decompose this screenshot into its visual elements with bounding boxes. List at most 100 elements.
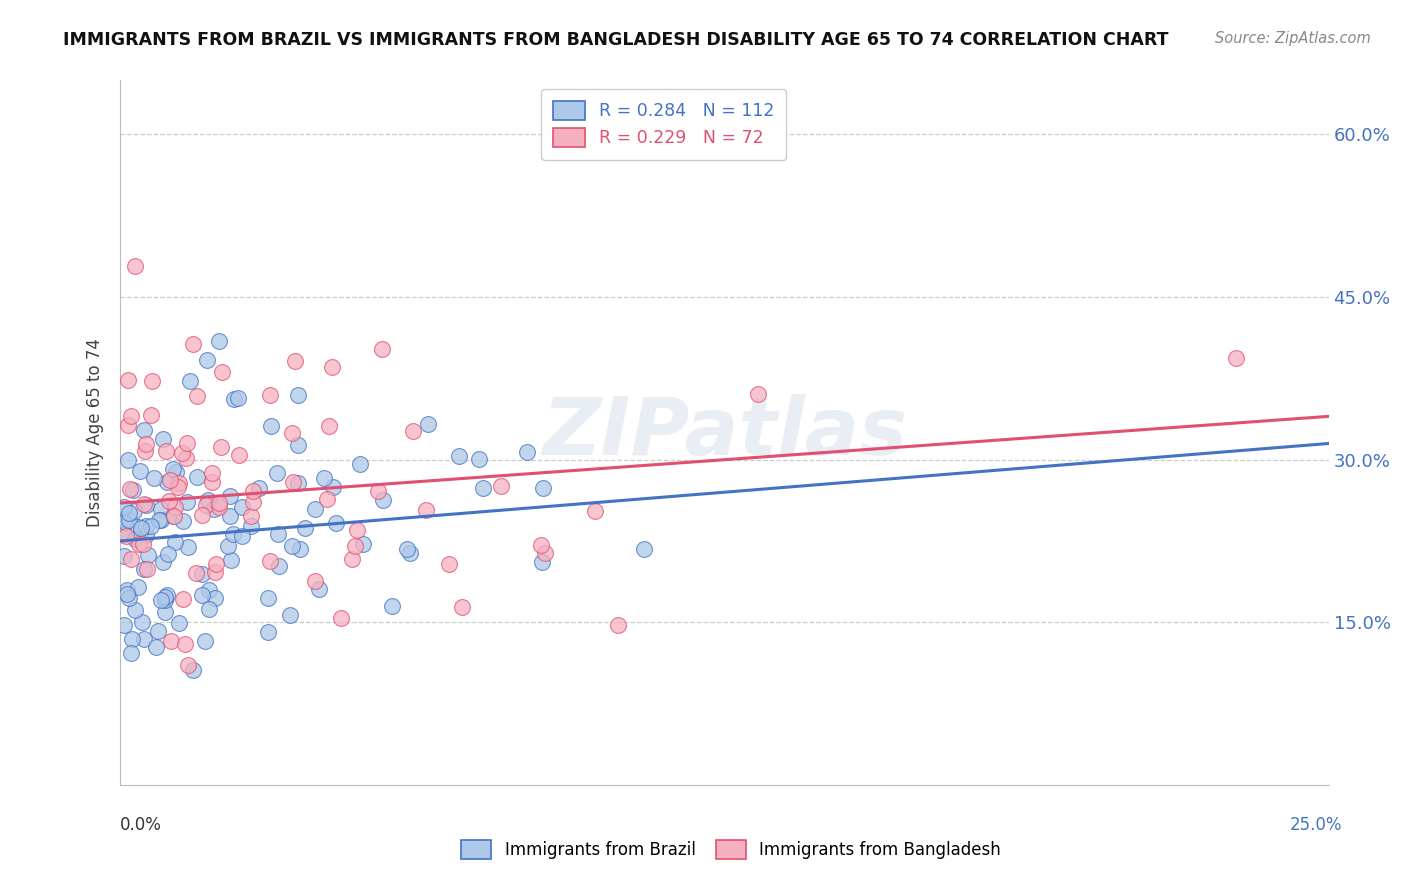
Point xyxy=(134,444,156,458)
Point xyxy=(257,625,280,640)
Point xyxy=(117,417,139,432)
Point xyxy=(259,554,281,568)
Point xyxy=(153,593,176,607)
Legend: R = 0.284   N = 112, R = 0.229   N = 72: R = 0.284 N = 112, R = 0.229 N = 72 xyxy=(541,89,786,160)
Point xyxy=(329,611,352,625)
Point xyxy=(278,608,301,623)
Point xyxy=(150,502,173,516)
Point xyxy=(202,502,225,516)
Point xyxy=(288,542,311,557)
Point xyxy=(162,462,184,476)
Point xyxy=(450,599,472,614)
Point xyxy=(150,512,173,526)
Point xyxy=(139,519,162,533)
Point xyxy=(153,590,176,604)
Point xyxy=(219,489,242,503)
Point xyxy=(287,438,309,452)
Point xyxy=(176,451,198,466)
Point xyxy=(132,537,155,551)
Point xyxy=(283,475,305,489)
Point xyxy=(239,518,262,533)
Text: IMMIGRANTS FROM BRAZIL VS IMMIGRANTS FROM BANGLADESH DISABILITY AGE 65 TO 74 COR: IMMIGRANTS FROM BRAZIL VS IMMIGRANTS FRO… xyxy=(63,31,1168,49)
Point xyxy=(398,546,420,560)
Point xyxy=(191,567,214,582)
Point xyxy=(143,471,166,485)
Point xyxy=(112,513,135,527)
Point xyxy=(373,493,395,508)
Point xyxy=(228,448,250,462)
Y-axis label: Disability Age 65 to 74: Disability Age 65 to 74 xyxy=(86,338,104,527)
Point xyxy=(287,475,309,490)
Point xyxy=(172,514,194,528)
Legend: Immigrants from Brazil, Immigrants from Bangladesh: Immigrants from Brazil, Immigrants from … xyxy=(454,834,1008,866)
Point xyxy=(135,499,157,513)
Point xyxy=(747,387,769,401)
Point xyxy=(583,504,606,518)
Point xyxy=(312,471,335,485)
Point xyxy=(114,512,136,526)
Point xyxy=(416,417,439,431)
Point xyxy=(129,525,152,540)
Point xyxy=(124,259,146,273)
Point xyxy=(120,551,142,566)
Point xyxy=(112,500,135,515)
Point xyxy=(367,484,389,499)
Point xyxy=(176,435,198,450)
Point xyxy=(194,633,217,648)
Point xyxy=(177,658,200,673)
Point xyxy=(201,475,224,489)
Point xyxy=(129,521,152,535)
Point xyxy=(191,508,214,522)
Point xyxy=(132,562,155,576)
Point xyxy=(167,476,190,491)
Point xyxy=(177,540,200,554)
Point xyxy=(226,391,249,405)
Point xyxy=(209,440,232,454)
Point xyxy=(222,392,245,406)
Point xyxy=(118,506,141,520)
Point xyxy=(315,492,337,507)
Point xyxy=(181,337,204,351)
Text: Source: ZipAtlas.com: Source: ZipAtlas.com xyxy=(1215,31,1371,46)
Point xyxy=(152,555,174,569)
Point xyxy=(205,557,228,571)
Point xyxy=(128,537,150,551)
Point xyxy=(201,466,224,480)
Point xyxy=(219,552,242,566)
Point xyxy=(124,532,146,546)
Point xyxy=(172,446,194,460)
Point xyxy=(606,617,628,632)
Point xyxy=(112,526,135,541)
Point xyxy=(117,373,139,387)
Point xyxy=(204,591,226,606)
Point xyxy=(117,586,139,600)
Point xyxy=(240,508,263,523)
Text: 0.0%: 0.0% xyxy=(120,816,162,834)
Point xyxy=(198,583,221,598)
Point xyxy=(267,558,290,573)
Point xyxy=(157,548,180,562)
Point xyxy=(146,624,169,638)
Point xyxy=(304,574,326,589)
Point xyxy=(415,502,437,516)
Point xyxy=(1225,351,1247,366)
Point xyxy=(159,473,181,487)
Point xyxy=(118,591,141,606)
Point xyxy=(266,526,288,541)
Point xyxy=(349,457,371,471)
Point xyxy=(198,602,221,616)
Point xyxy=(155,444,177,458)
Point xyxy=(325,516,347,531)
Point xyxy=(266,466,288,480)
Point xyxy=(396,542,419,557)
Point xyxy=(231,529,253,543)
Point xyxy=(447,450,470,464)
Point xyxy=(162,508,184,523)
Point xyxy=(231,500,253,514)
Point xyxy=(186,389,208,403)
Point xyxy=(141,374,163,388)
Point xyxy=(118,513,141,527)
Point xyxy=(531,482,554,496)
Point xyxy=(135,527,157,541)
Point xyxy=(135,437,157,451)
